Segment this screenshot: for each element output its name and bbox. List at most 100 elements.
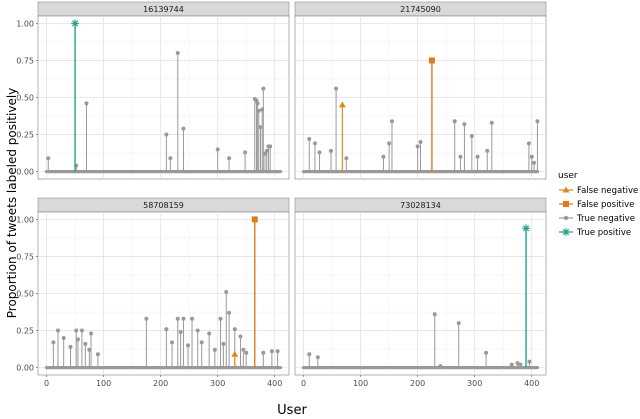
legend-entry: True negative	[559, 214, 635, 224]
point-true-negative	[456, 321, 461, 326]
point-true-negative	[261, 86, 266, 91]
point-true-negative	[170, 340, 175, 345]
legend-label: True negative	[576, 214, 635, 224]
point-true-negative	[68, 344, 73, 349]
y-tick-label: 0.25	[16, 327, 34, 336]
facet-panel-73028134: 73028134 0 100 200 300 400	[294, 197, 547, 388]
legend-label: False positive	[577, 200, 634, 210]
y-tick-label: 0.50	[16, 94, 34, 103]
point-true-positive	[522, 224, 530, 233]
point-true-negative	[243, 150, 248, 155]
legend-key-square	[563, 201, 569, 207]
point-true-negative	[89, 331, 94, 336]
point-true-negative	[212, 347, 217, 352]
point-true-negative	[218, 316, 223, 321]
point-true-negative	[458, 154, 463, 159]
point-true-negative	[328, 148, 333, 153]
point-true-negative	[469, 134, 474, 139]
point-true-negative	[190, 316, 195, 321]
point-true-negative	[452, 119, 457, 124]
point-true-negative	[261, 350, 266, 355]
point-true-negative	[227, 156, 232, 161]
legend-key-circle	[563, 215, 569, 221]
point-true-negative	[227, 310, 232, 315]
point-true-negative	[264, 148, 269, 153]
point-true-negative	[526, 141, 531, 146]
point-true-negative	[307, 136, 312, 141]
x-axis-label: User	[277, 403, 307, 418]
x-tick-label: 400	[524, 379, 539, 388]
point-true-negative	[415, 144, 420, 149]
point-true-negative	[175, 316, 180, 321]
point-true-negative	[527, 359, 532, 364]
facet-strip-label: 21745090	[400, 5, 441, 14]
star-stroke	[71, 20, 79, 27]
point-true-negative	[83, 341, 88, 346]
point-true-negative	[79, 328, 84, 333]
point-true-negative	[95, 352, 100, 357]
point-true-negative	[195, 328, 200, 333]
y-tick-label: 0.00	[16, 168, 34, 177]
point-false-positive	[428, 57, 435, 64]
y-tick-label: 0.75	[16, 56, 34, 65]
point-true-negative	[46, 156, 51, 161]
panels-layer: 16139744 0.00 0.25 0.50 0.75 1.00 21745090 5870…	[16, 1, 547, 388]
facet-panel-16139744: 16139744 0.00 0.25 0.50 0.75 1.00	[16, 1, 290, 180]
point-true-negative	[199, 340, 204, 345]
point-true-negative	[181, 316, 186, 321]
facet-strip-label: 58708159	[143, 201, 184, 210]
point-true-negative	[307, 352, 312, 357]
point-true-negative	[224, 290, 229, 295]
point-true-negative	[241, 347, 246, 352]
x-tick-label: 0	[301, 379, 306, 388]
point-true-negative	[475, 154, 480, 159]
point-true-negative	[255, 101, 260, 106]
point-true-negative	[317, 150, 322, 155]
point-true-positive	[71, 19, 79, 28]
point-true-negative	[238, 334, 243, 339]
star-stroke	[562, 228, 570, 236]
point-true-negative	[529, 154, 534, 159]
legend-key-triangle	[562, 186, 570, 193]
point-true-negative	[164, 327, 169, 332]
point-true-negative	[389, 119, 394, 124]
facet-panel-21745090: 21745090	[294, 1, 547, 180]
point-true-negative	[244, 350, 249, 355]
point-true-negative	[175, 51, 180, 56]
point-true-negative	[61, 335, 66, 340]
x-tick-label: 100	[96, 379, 111, 388]
y-axis-label: Proportion of tweets labeled positively	[5, 88, 19, 319]
point-true-negative	[268, 144, 273, 149]
legend-entry: False positive	[559, 200, 634, 210]
legend-entry: False negative	[559, 186, 638, 196]
point-true-negative	[221, 341, 226, 346]
legend: user False negative False positive True ne…	[558, 171, 638, 238]
y-tick-label: 0.00	[16, 364, 34, 373]
x-tick-label: 400	[267, 379, 282, 388]
point-true-negative	[232, 327, 237, 332]
star-stroke	[522, 225, 530, 232]
x-tick-label: 200	[153, 379, 168, 388]
point-true-negative	[509, 362, 514, 367]
legend-key-star	[562, 228, 570, 236]
point-true-negative	[256, 108, 261, 113]
y-tick-label: 1.00	[16, 19, 34, 28]
point-true-negative	[484, 350, 489, 355]
point-true-negative	[181, 126, 186, 131]
x-tick-label: 200	[410, 379, 425, 388]
y-tick-label: 1.00	[16, 215, 34, 224]
point-true-negative	[535, 119, 540, 124]
point-true-negative	[207, 331, 212, 336]
y-tick-label: 0.50	[16, 290, 34, 299]
point-true-negative	[462, 122, 467, 127]
point-true-negative	[485, 148, 490, 153]
point-true-negative	[438, 364, 443, 369]
point-true-negative	[315, 355, 320, 360]
x-tick-label: 100	[353, 379, 368, 388]
point-true-negative	[334, 86, 339, 91]
point-true-negative	[432, 312, 437, 317]
point-true-negative	[269, 349, 274, 354]
facet-strip-label: 73028134	[400, 201, 441, 210]
point-true-negative	[275, 349, 280, 354]
